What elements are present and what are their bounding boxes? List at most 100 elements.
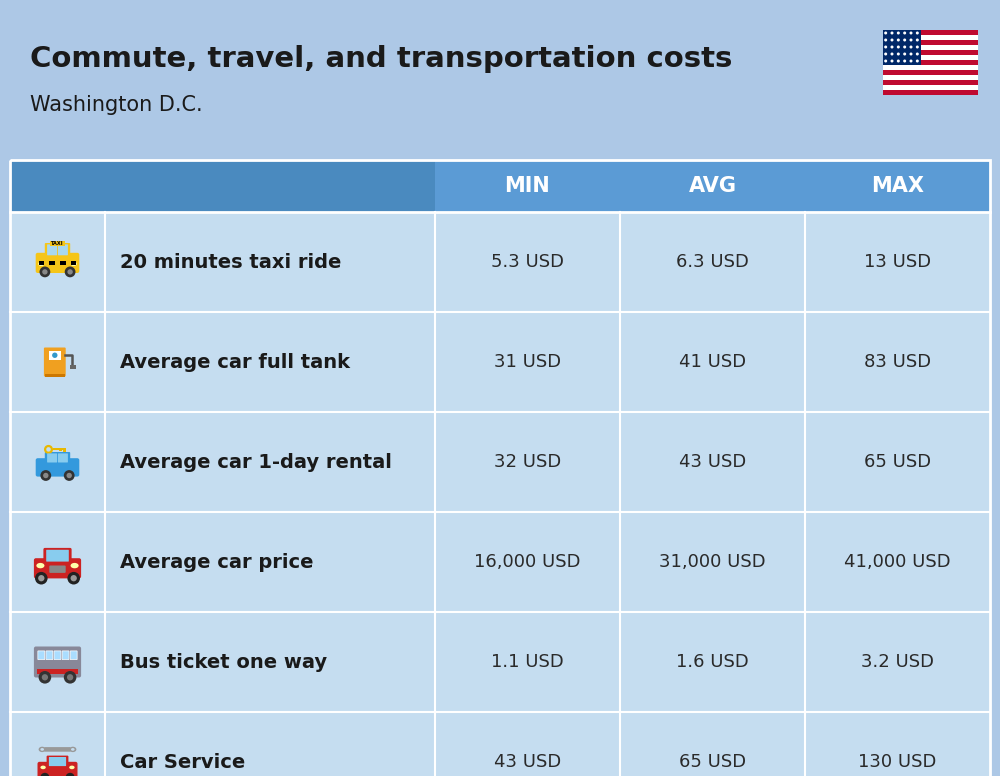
- Circle shape: [910, 46, 912, 48]
- Circle shape: [39, 671, 51, 684]
- Circle shape: [884, 53, 887, 56]
- Text: Bus ticket one way: Bus ticket one way: [120, 653, 327, 671]
- FancyBboxPatch shape: [62, 651, 69, 660]
- FancyBboxPatch shape: [44, 747, 71, 752]
- Circle shape: [891, 60, 894, 63]
- Text: Commute, travel, and transportation costs: Commute, travel, and transportation cost…: [30, 45, 732, 73]
- Circle shape: [42, 269, 48, 275]
- Text: MIN: MIN: [505, 176, 550, 196]
- Circle shape: [38, 575, 44, 581]
- FancyBboxPatch shape: [36, 458, 79, 476]
- Ellipse shape: [40, 766, 46, 769]
- FancyBboxPatch shape: [46, 550, 69, 562]
- FancyBboxPatch shape: [45, 243, 70, 258]
- Circle shape: [46, 447, 51, 452]
- Bar: [55, 261, 60, 265]
- Text: 65 USD: 65 USD: [864, 453, 931, 471]
- Bar: [883, 29, 978, 95]
- Circle shape: [67, 269, 73, 275]
- Circle shape: [910, 39, 912, 41]
- Circle shape: [916, 53, 919, 56]
- Text: 31 USD: 31 USD: [494, 353, 561, 371]
- Text: Washington D.C.: Washington D.C.: [30, 95, 203, 115]
- Text: 3.2 USD: 3.2 USD: [861, 653, 934, 671]
- Circle shape: [916, 32, 919, 34]
- FancyBboxPatch shape: [45, 452, 70, 464]
- Circle shape: [903, 60, 906, 63]
- Bar: [59, 448, 62, 451]
- Circle shape: [884, 46, 887, 48]
- Bar: [70, 365, 76, 369]
- FancyBboxPatch shape: [46, 651, 53, 660]
- Ellipse shape: [71, 563, 79, 568]
- Bar: [60, 261, 66, 265]
- Bar: [10, 160, 990, 776]
- Circle shape: [910, 53, 912, 56]
- FancyBboxPatch shape: [54, 651, 61, 660]
- Bar: [883, 34, 978, 40]
- Bar: [883, 64, 978, 70]
- Circle shape: [903, 39, 906, 41]
- Text: 16,000 USD: 16,000 USD: [474, 553, 581, 571]
- Circle shape: [66, 773, 75, 776]
- Text: Car Service: Car Service: [120, 753, 245, 771]
- Circle shape: [884, 32, 887, 34]
- Circle shape: [891, 53, 894, 56]
- FancyBboxPatch shape: [70, 651, 77, 660]
- FancyBboxPatch shape: [34, 646, 81, 677]
- Text: Average car full tank: Average car full tank: [120, 352, 350, 372]
- Circle shape: [42, 674, 48, 681]
- Bar: [66, 261, 71, 265]
- Circle shape: [67, 674, 73, 681]
- Circle shape: [891, 32, 894, 34]
- Bar: [45, 374, 65, 377]
- Circle shape: [910, 60, 912, 63]
- Circle shape: [65, 266, 76, 277]
- Circle shape: [40, 470, 51, 481]
- FancyBboxPatch shape: [58, 244, 68, 255]
- Circle shape: [71, 575, 77, 581]
- Circle shape: [64, 671, 76, 684]
- Circle shape: [884, 60, 887, 63]
- FancyBboxPatch shape: [47, 244, 57, 255]
- Text: TAXI: TAXI: [51, 241, 64, 246]
- Circle shape: [897, 32, 900, 34]
- Ellipse shape: [71, 748, 75, 750]
- FancyBboxPatch shape: [38, 762, 78, 776]
- FancyBboxPatch shape: [36, 253, 79, 273]
- Circle shape: [44, 445, 53, 454]
- Circle shape: [897, 60, 900, 63]
- Text: 5.3 USD: 5.3 USD: [491, 253, 564, 271]
- Ellipse shape: [40, 748, 44, 750]
- FancyBboxPatch shape: [44, 348, 66, 376]
- Text: 43 USD: 43 USD: [679, 453, 746, 471]
- Ellipse shape: [71, 262, 77, 266]
- Bar: [10, 312, 990, 412]
- Circle shape: [916, 46, 919, 48]
- Text: AVG: AVG: [688, 176, 736, 196]
- Circle shape: [903, 46, 906, 48]
- Text: 43 USD: 43 USD: [494, 753, 561, 771]
- Bar: [10, 612, 990, 712]
- Circle shape: [903, 53, 906, 56]
- Text: Average car price: Average car price: [120, 553, 314, 571]
- Circle shape: [910, 32, 912, 34]
- Text: 1.1 USD: 1.1 USD: [491, 653, 564, 671]
- Text: 32 USD: 32 USD: [494, 453, 561, 471]
- Circle shape: [891, 39, 894, 41]
- Ellipse shape: [36, 563, 44, 568]
- FancyBboxPatch shape: [49, 566, 66, 573]
- Text: 13 USD: 13 USD: [864, 253, 931, 271]
- Ellipse shape: [69, 747, 76, 752]
- FancyBboxPatch shape: [38, 651, 45, 660]
- Bar: [10, 160, 990, 212]
- Bar: [883, 29, 920, 64]
- FancyBboxPatch shape: [58, 453, 68, 462]
- Text: 130 USD: 130 USD: [858, 753, 937, 771]
- Text: 20 minutes taxi ride: 20 minutes taxi ride: [120, 252, 341, 272]
- Circle shape: [903, 32, 906, 34]
- Text: 65 USD: 65 USD: [679, 753, 746, 771]
- Text: Average car 1-day rental: Average car 1-day rental: [120, 452, 392, 472]
- Text: 83 USD: 83 USD: [864, 353, 931, 371]
- Bar: [37, 669, 78, 674]
